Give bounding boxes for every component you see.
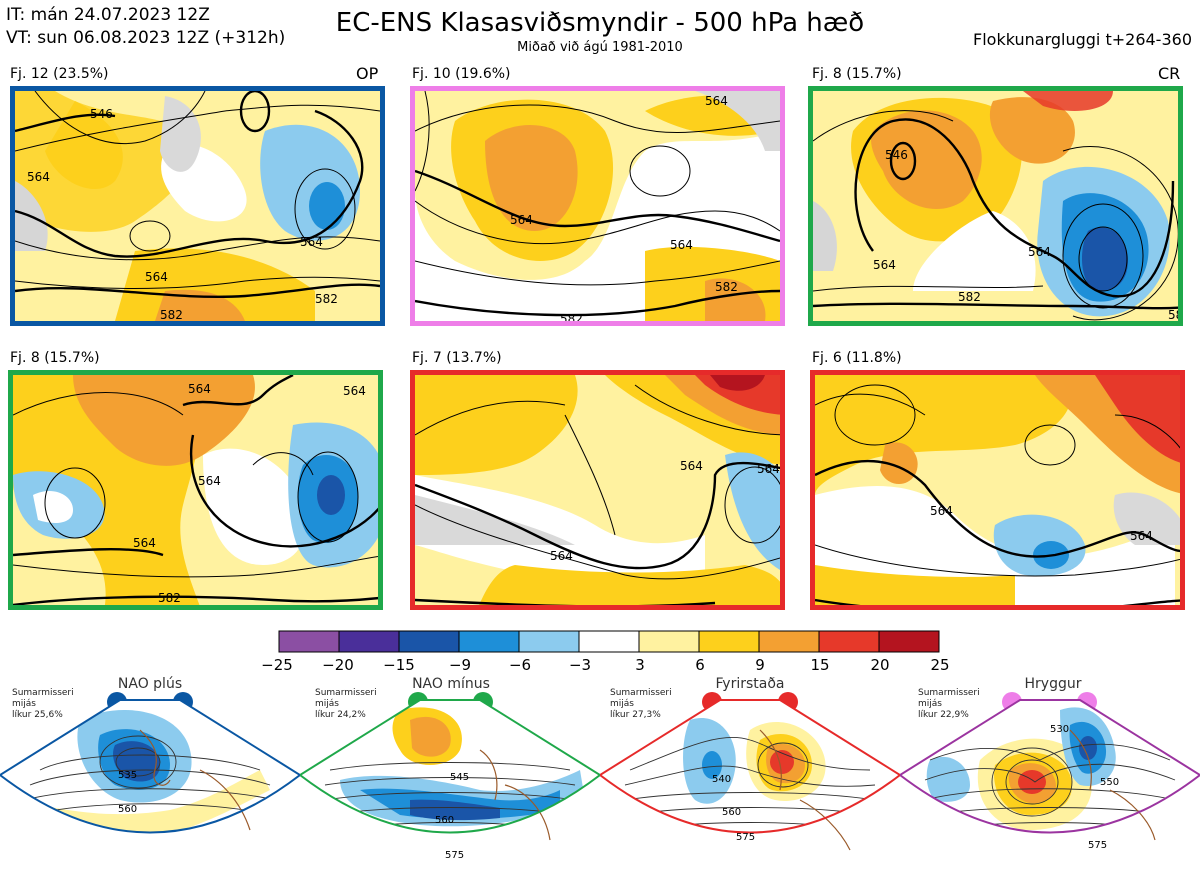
colorbar-swatch bbox=[758, 630, 820, 653]
p6-contour-label: 582 bbox=[975, 606, 998, 610]
regime-4-title: Hryggur bbox=[1024, 676, 1082, 692]
regime-2-note: Sumarmisseri mijás líkur 24,2% bbox=[315, 688, 377, 720]
p1-contour-label: 564 bbox=[300, 235, 323, 249]
regime-3-contour: 575 bbox=[736, 832, 755, 843]
regime-4-contour: 550 bbox=[1100, 777, 1119, 788]
colorbar-swatch bbox=[398, 630, 460, 653]
p1-contour-label: 564 bbox=[145, 270, 168, 284]
panel-2-label: Fj. 10 (19.6%) bbox=[412, 66, 511, 82]
panel-4-map[interactable]: 564 564 564 564 582 bbox=[8, 370, 383, 610]
panel-4-label: Fj. 8 (15.7%) bbox=[10, 350, 100, 366]
p1-contour-label: 582 bbox=[160, 308, 183, 321]
colorbar-tick: 15 bbox=[810, 656, 830, 674]
p1-contour-label: 582 bbox=[315, 292, 338, 306]
p5-contour-label: 564 bbox=[680, 459, 703, 473]
p2-contour-label: 564 bbox=[510, 213, 533, 227]
colorbar-swatch bbox=[278, 630, 340, 653]
p3-contour-label: 582 bbox=[958, 290, 981, 304]
regime-4-contour: 575 bbox=[1088, 840, 1107, 851]
p6-contour-label: 564 bbox=[930, 504, 953, 518]
p3-contour-label: 546 bbox=[885, 148, 908, 162]
colorbar-swatch bbox=[818, 630, 880, 653]
regime-1-title: NAO plús bbox=[117, 676, 183, 692]
colorbar-tick: 3 bbox=[635, 656, 645, 674]
p6-contour-label: 564 bbox=[1130, 529, 1153, 543]
p2-contour-label: 582 bbox=[560, 312, 583, 321]
issued-time: IT: mán 24.07.2023 12Z bbox=[6, 5, 210, 25]
header-left: IT: mán 24.07.2023 12Z VT: sun 06.08.202… bbox=[6, 4, 285, 50]
colorbar-swatch bbox=[518, 630, 580, 653]
colorbar-tick: 25 bbox=[930, 656, 950, 674]
panel-1-map[interactable]: 546 564 564 564 582 582 bbox=[10, 86, 385, 326]
panel-3-tag: CR bbox=[1158, 64, 1181, 83]
p4-contour-label: 564 bbox=[188, 382, 211, 396]
colorbar-tick: −9 bbox=[448, 656, 472, 674]
regime-2-map: 545 560 575 bbox=[300, 699, 600, 861]
p1-contour-label: 546 bbox=[90, 107, 113, 121]
regime-1-note: Sumarmisseri mijás líkur 25,6% bbox=[12, 688, 74, 720]
classification-window: Flokkunargluggi t+264-360 bbox=[973, 30, 1192, 49]
regime-3-note: Sumarmisseri mijás líkur 27,3% bbox=[610, 688, 672, 720]
regime-3-title: Fyrirstaða bbox=[715, 676, 785, 692]
regime-3-contour: 540 bbox=[712, 774, 731, 785]
regime-1-contour: 560 bbox=[118, 804, 137, 815]
colorbar-tick: −20 bbox=[322, 656, 354, 674]
regime-4-contour: 530 bbox=[1050, 724, 1069, 735]
p4-contour-label: 564 bbox=[343, 384, 366, 398]
colorbar-tick: −15 bbox=[383, 656, 415, 674]
colorbar-tick: 6 bbox=[695, 656, 705, 674]
p5-contour-label: 564 bbox=[550, 549, 573, 563]
page-title: EC-ENS Klasasviðsmyndir - 500 hPa hæð bbox=[335, 8, 865, 38]
p2-contour-label: 582 bbox=[715, 280, 738, 294]
panel-6-label: Fj. 6 (11.8%) bbox=[812, 350, 902, 366]
panel-5-map[interactable]: 564 564 564 582 bbox=[410, 370, 785, 610]
regime-2-contour: 575 bbox=[445, 850, 464, 861]
regime-4-map: 530 550 575 bbox=[900, 699, 1200, 851]
colorbar bbox=[278, 630, 940, 653]
panel-5-label: Fj. 7 (13.7%) bbox=[412, 350, 502, 366]
p4-contour-label: 564 bbox=[198, 474, 221, 488]
regime-2-title: NAO mínus bbox=[412, 676, 490, 692]
p3-contour-label: 564 bbox=[873, 258, 896, 272]
regime-4-note: Sumarmisseri mijás líkur 22,9% bbox=[918, 688, 980, 720]
panel-6-map[interactable]: 564 564 582 582 bbox=[810, 370, 1185, 610]
colorbar-swatch bbox=[878, 630, 940, 653]
regime-1-contour: 535 bbox=[118, 770, 137, 781]
colorbar-tick: −3 bbox=[568, 656, 592, 674]
regime-3-contour: 560 bbox=[722, 807, 741, 818]
p4-contour-label: 564 bbox=[133, 536, 156, 550]
colorbar-swatch bbox=[578, 630, 640, 653]
colorbar-tick: −6 bbox=[508, 656, 532, 674]
regime-2-contour: 560 bbox=[435, 815, 454, 826]
colorbar-tick: 9 bbox=[755, 656, 765, 674]
colorbar-swatch bbox=[698, 630, 760, 653]
colorbar-swatch bbox=[338, 630, 400, 653]
p3-contour-label: 582 bbox=[1168, 308, 1183, 321]
regime-2-contour: 545 bbox=[450, 772, 469, 783]
panel-1-label: Fj. 12 (23.5%) bbox=[10, 66, 109, 82]
colorbar-swatch bbox=[638, 630, 700, 653]
p1-contour-label: 564 bbox=[27, 170, 50, 184]
panel-3-label: Fj. 8 (15.7%) bbox=[812, 66, 902, 82]
p2-contour-label: 564 bbox=[705, 94, 728, 108]
panel-3-map[interactable]: 546 564 564 582 582 bbox=[808, 86, 1183, 326]
regime-1-map: 535 560 bbox=[0, 699, 300, 834]
valid-time: VT: sun 06.08.2023 12Z (+312h) bbox=[6, 28, 286, 48]
p4-contour-label: 582 bbox=[158, 591, 181, 605]
panel-1-tag: OP bbox=[356, 64, 379, 83]
p6-contour-label: 582 bbox=[1160, 606, 1183, 610]
colorbar-tick: −25 bbox=[261, 656, 293, 674]
p2-contour-label: 564 bbox=[670, 238, 693, 252]
regime-3-map: 540 560 575 bbox=[600, 699, 900, 851]
panel-2-map[interactable]: 564 564 582 564 582 bbox=[410, 86, 785, 326]
p3-contour-label: 564 bbox=[1028, 245, 1051, 259]
p5-contour-label: 564 bbox=[757, 462, 780, 476]
colorbar-tick: 20 bbox=[870, 656, 890, 674]
page-subtitle: Miðað við ágú 1981-2010 bbox=[517, 40, 683, 55]
p5-contour-label: 582 bbox=[620, 604, 643, 610]
colorbar-swatch bbox=[458, 630, 520, 653]
